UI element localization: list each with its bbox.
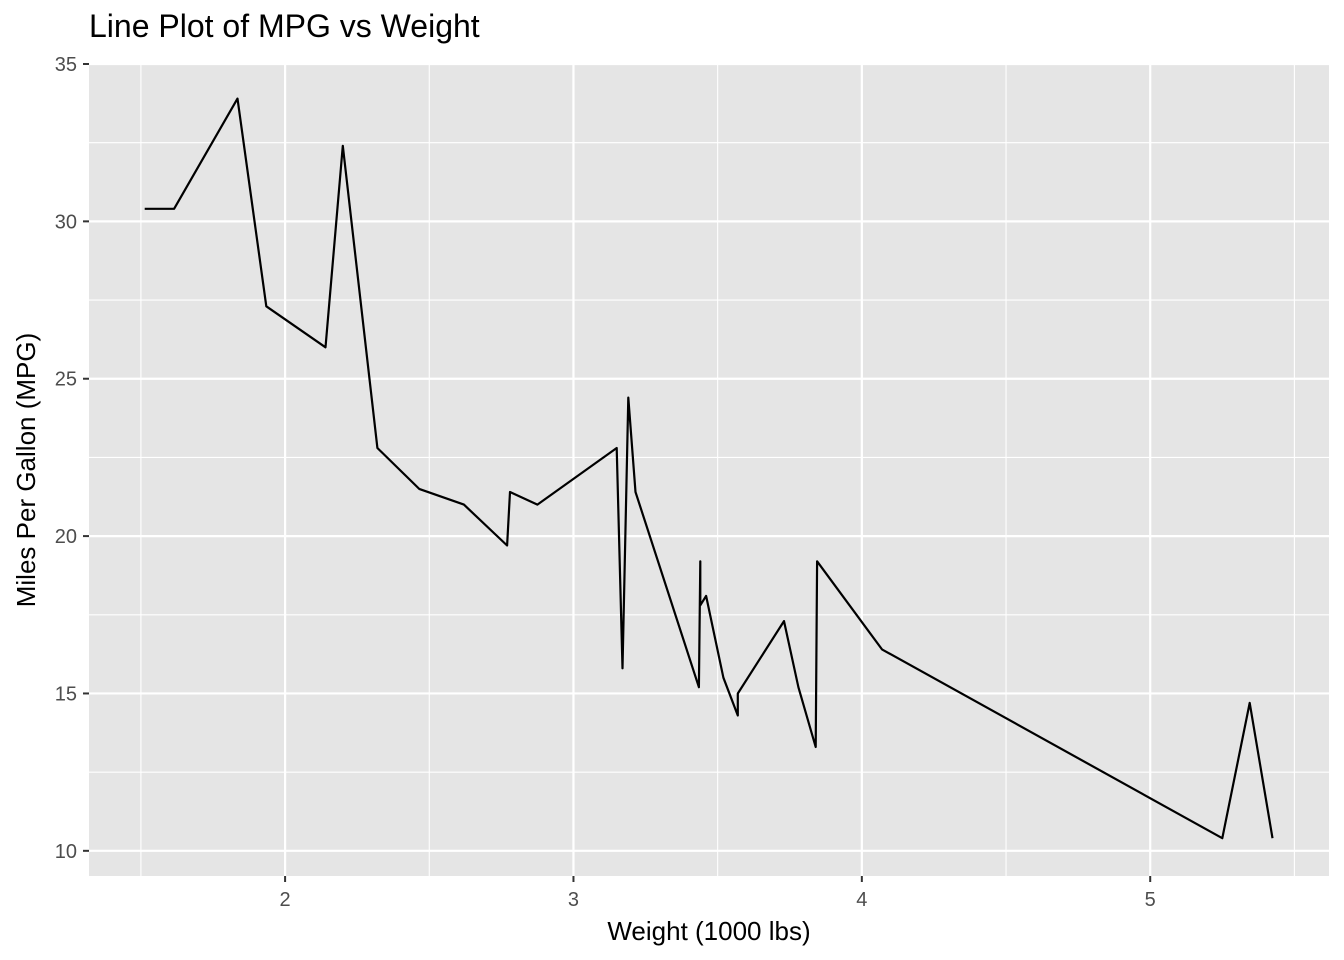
chart-title: Line Plot of MPG vs Weight [89,8,480,44]
x-axis-ticks: 2 3 4 5 [280,876,1156,911]
y-tick-label: 35 [55,54,77,76]
y-axis-title: Miles Per Gallon (MPG) [11,333,41,608]
major-gridlines [89,62,1329,876]
y-tick-label: 15 [55,683,77,705]
x-tick-label: 2 [280,889,291,911]
minor-gridlines [89,64,1329,876]
y-tick-label: 10 [55,841,77,863]
plot-panel [89,64,1329,876]
y-tick-label: 25 [55,369,77,391]
x-tick-label: 4 [856,889,867,911]
x-tick-label: 5 [1145,889,1156,911]
series-line-mpg [144,97,1274,840]
x-axis-title: Weight (1000 lbs) [607,916,810,946]
y-axis-ticks: 10 15 20 25 30 35 [55,54,89,863]
x-tick-label: 3 [568,889,579,911]
y-tick-label: 30 [55,211,77,233]
y-tick-label: 20 [55,526,77,548]
